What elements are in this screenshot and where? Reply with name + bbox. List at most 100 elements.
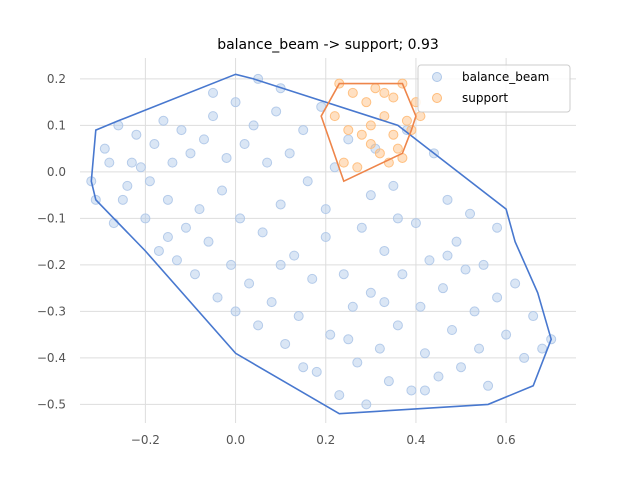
balance_beam-point [257,227,268,238]
balance_beam-point [253,320,264,331]
balance_beam-point [379,245,390,256]
balance_beam-point [271,106,282,117]
balance_beam-point [352,357,363,368]
balance_beam-point [537,343,548,354]
balance_beam-point [374,343,385,354]
y-tick-label: −0.3 [37,304,66,318]
balance_beam-point [451,236,462,247]
balance_beam-point [338,269,349,280]
balance_beam-point [226,259,237,270]
balance_beam-point [343,334,354,345]
balance_beam-point [162,232,173,243]
scatter-points [86,73,557,410]
support-point [388,129,399,140]
support-point [415,111,426,122]
support-point [365,139,376,150]
balance_beam-point [379,297,390,308]
balance_beam-point [302,176,313,187]
balance_beam-point [383,376,394,387]
support-point [388,92,399,103]
legend-box [417,64,571,113]
balance_beam-point [356,222,367,233]
support-point [343,125,354,136]
balance_beam-point [419,385,430,396]
balance_beam-point [311,366,322,377]
balance_beam-point [415,301,426,312]
balance_beam-point [343,134,354,145]
x-tick-label: 0.4 [406,433,425,447]
balance_beam-point [320,204,331,215]
balance_beam-point [442,250,453,261]
support-hull [320,82,417,183]
balance_beam-point [185,148,196,159]
balance_beam-point [469,306,480,317]
balance_beam-point [334,390,345,401]
y-tick-label: 0.0 [47,165,66,179]
balance_beam-point [424,255,435,266]
balance_beam-point [140,213,151,224]
x-tick-label: 0.0 [226,433,245,447]
balance_beam-point [212,292,223,303]
balance_beam-point [221,152,232,163]
balance_beam-point [203,236,214,247]
y-tick-label: −0.4 [37,351,66,365]
balance_beam-point [447,325,457,336]
support-point [329,111,340,122]
balance_beam-point [442,194,453,205]
balance_beam-point [289,250,300,261]
balance_beam-point [280,338,291,349]
balance_beam-point [406,385,417,396]
balance_beam-point [410,218,421,229]
support-legend-label: support [462,91,508,105]
balance_beam-point [483,380,494,391]
support-point [374,148,385,159]
balance_beam-point [519,352,530,363]
balance_beam-point [104,157,115,168]
balance_beam-point [501,329,512,340]
support-point [370,83,381,94]
support-point [361,97,372,108]
balance_beam-point [284,148,295,159]
balance_beam-point [474,343,485,354]
balance_beam-point [208,87,219,98]
balance_beam-point [307,273,318,284]
support-legend-marker [432,93,442,103]
balance_beam-point [167,157,178,168]
balance_beam-point [478,259,489,270]
balance_beam-point [392,213,403,224]
x-tick-label: 0.6 [497,433,516,447]
balance_beam-point [275,259,286,270]
balance_beam-point [162,194,173,205]
balance_beam-point [492,222,503,233]
y-tick-label: −0.5 [37,397,66,411]
balance_beam-point [262,157,273,168]
support-point [401,115,412,126]
support-point [379,87,390,98]
balance_beam-point [149,139,160,150]
balance_beam-point [117,194,128,205]
balance_beam-legend-label: balance_beam [462,70,549,84]
balance_beam-hull [90,73,553,415]
balance_beam-point [465,208,476,219]
balance_beam-point [456,362,467,373]
balance_beam-point [347,301,358,312]
balance_beam-point [275,199,286,210]
support-point [356,129,367,140]
balance_beam-point [131,129,142,140]
convex-hulls [90,73,553,415]
y-axis-ticks: 0.2 0.1 0.0 −0.1 −0.2 −0.3 −0.4 −0.5 [37,72,66,411]
balance_beam-point [176,125,187,136]
balance_beam-point [135,162,146,173]
balance_beam-point [230,306,241,317]
balance_beam-point [144,176,155,187]
balance_beam-point [510,278,521,289]
balance_beam-point [397,269,408,280]
x-tick-label: 0.2 [316,433,335,447]
support-point [347,87,358,98]
balance_beam-point [388,180,399,191]
grid-lines [80,58,576,423]
x-tick-label: −0.2 [131,433,160,447]
balance_beam-point [122,180,133,191]
balance_beam-point [194,204,205,215]
